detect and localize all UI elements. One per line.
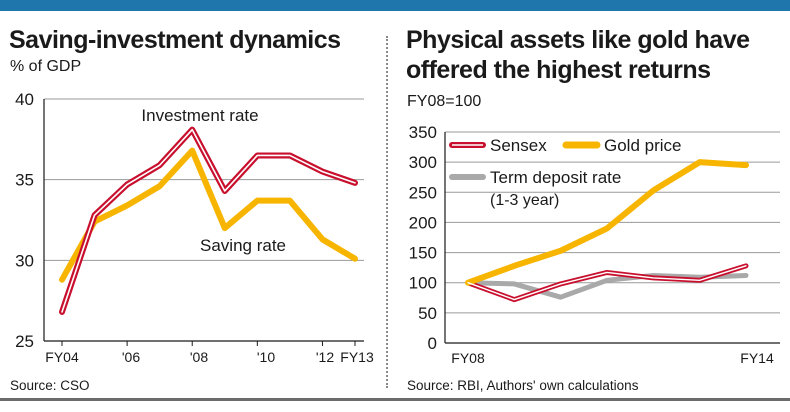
left-chart-subtitle: % of GDP: [10, 58, 82, 75]
right-chart-source: Source: RBI, Authors' own calculations: [407, 378, 639, 393]
right-y-tick-label: 200: [409, 213, 437, 232]
investment-rate-line-inner: [61, 128, 356, 313]
saving-rate-line: [59, 147, 358, 283]
left-x-tick-label: '10: [257, 349, 275, 365]
right-chart-title-line1: Physical assets like gold have: [406, 26, 750, 54]
right-chart-title-line2: offered the highest returns: [406, 56, 711, 84]
left-y-tick-label: 30: [15, 251, 34, 270]
left-y-tick-label: 25: [15, 332, 34, 351]
right-y-tick-label: 350: [409, 123, 437, 142]
left-x-tick-label: FY13: [340, 349, 374, 365]
right-y-tick-label: 100: [409, 274, 437, 293]
legend-label-term-deposit-sub: (1-3 year): [490, 192, 559, 209]
left-x-tick-label: FY04: [45, 349, 79, 365]
legend-label-sensex: Sensex: [490, 136, 547, 155]
left-x-tick-label: '08: [190, 349, 208, 365]
left-y-tick-label: 35: [15, 171, 34, 190]
panel-divider: [386, 36, 388, 388]
right-x-tick-label: FY08: [451, 350, 485, 366]
saving-rate-annotation: Saving rate: [200, 236, 286, 255]
bottom-rule: [0, 398, 790, 401]
left-chart-title: Saving-investment dynamics: [9, 26, 341, 54]
top-accent-bar: [0, 0, 790, 11]
right-chart-subtitle: FY08=100: [407, 93, 482, 110]
left-x-tick-label: '12: [316, 349, 334, 365]
right-y-tick-label: 250: [409, 183, 437, 202]
legend-label-gold: Gold price: [604, 136, 681, 155]
left-y-tick-label: 40: [15, 90, 34, 109]
right-y-tick-label: 150: [409, 244, 437, 263]
term-deposit-line: [465, 272, 749, 300]
left-x-tick-label: '06: [122, 349, 140, 365]
legend-label-term-deposit: Term deposit rate: [490, 168, 621, 187]
gold-price-line: [465, 159, 749, 286]
sensex-line-inner: [467, 265, 747, 301]
right-y-tick-label: 300: [409, 153, 437, 172]
investment-rate-annotation: Investment rate: [141, 106, 258, 125]
investment-rate-line: [59, 126, 358, 315]
right-y-tick-label: 0: [428, 334, 437, 353]
right-y-tick-label: 50: [418, 304, 437, 323]
right-x-tick-label: FY14: [740, 350, 774, 366]
left-chart-source: Source: CSO: [10, 378, 90, 393]
